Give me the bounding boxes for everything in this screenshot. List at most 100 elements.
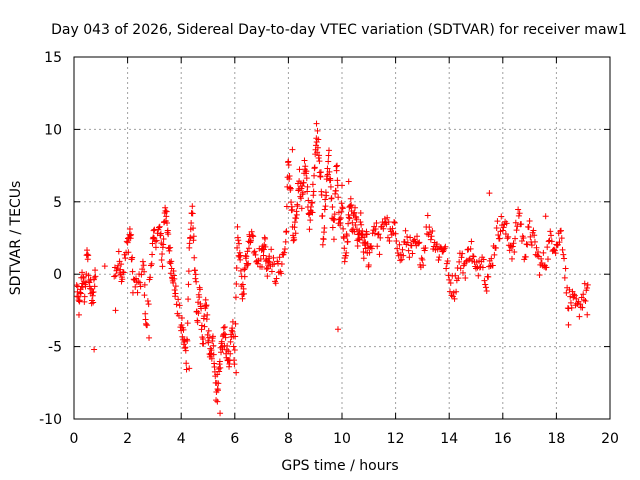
data-point	[321, 225, 328, 232]
data-point	[208, 347, 215, 354]
data-point	[155, 224, 162, 231]
data-point	[552, 250, 559, 257]
data-point	[141, 281, 148, 288]
data-point	[165, 231, 172, 238]
x-tick-label: 14	[440, 431, 458, 447]
data-point	[482, 281, 489, 288]
data-point	[251, 248, 258, 255]
data-point	[345, 220, 352, 227]
data-points	[73, 120, 591, 417]
data-point	[184, 320, 191, 327]
data-point	[294, 203, 301, 210]
data-point	[192, 271, 199, 278]
data-point	[91, 346, 98, 353]
data-point	[145, 301, 152, 308]
data-point	[262, 235, 269, 242]
data-point	[241, 273, 248, 280]
data-point	[394, 245, 401, 252]
data-point	[311, 172, 318, 179]
data-point	[224, 342, 231, 349]
data-point	[138, 271, 145, 278]
data-point	[214, 387, 221, 394]
data-point	[203, 302, 210, 309]
data-point	[446, 288, 453, 295]
data-point	[293, 215, 300, 222]
data-point	[250, 233, 257, 240]
data-point	[568, 304, 575, 311]
data-point	[347, 195, 354, 202]
data-point	[73, 282, 80, 289]
data-point	[190, 233, 197, 240]
data-point	[319, 212, 326, 219]
data-point	[239, 281, 246, 288]
data-point	[540, 249, 547, 256]
data-point	[509, 243, 516, 250]
data-point	[565, 321, 572, 328]
data-point	[447, 280, 454, 287]
x-tick-label: 10	[333, 431, 351, 447]
data-point	[368, 243, 375, 250]
data-point	[133, 275, 140, 282]
data-point	[298, 195, 305, 202]
data-point	[393, 237, 400, 244]
data-point	[91, 283, 98, 290]
data-point	[451, 295, 458, 302]
data-point	[394, 249, 401, 256]
data-point	[152, 244, 159, 251]
data-point	[183, 360, 190, 367]
data-point	[156, 223, 163, 230]
data-point	[426, 224, 433, 231]
data-point	[391, 219, 398, 226]
data-point	[557, 227, 564, 234]
data-point	[443, 260, 450, 267]
data-point	[278, 270, 285, 277]
data-point	[183, 366, 190, 373]
data-point	[299, 182, 306, 189]
data-point	[141, 268, 148, 275]
data-point	[307, 203, 314, 210]
data-point	[221, 323, 228, 330]
axis-ticks	[73, 56, 611, 420]
data-point	[377, 234, 384, 241]
data-point	[361, 234, 368, 241]
data-point	[300, 179, 307, 186]
data-point	[480, 256, 487, 263]
data-point	[458, 254, 465, 261]
y-tick-label: 0	[53, 267, 62, 283]
data-point	[338, 200, 345, 207]
data-point	[229, 328, 236, 335]
data-point	[329, 224, 336, 231]
data-point	[273, 275, 280, 282]
data-point	[567, 299, 574, 306]
data-point	[249, 232, 256, 239]
data-point	[243, 253, 250, 260]
data-point	[146, 334, 153, 341]
data-point	[533, 244, 540, 251]
data-point	[543, 264, 550, 271]
data-point	[189, 210, 196, 217]
data-point	[334, 162, 341, 169]
data-point	[363, 231, 370, 238]
data-point	[260, 252, 267, 259]
data-point	[296, 166, 303, 173]
data-point	[176, 302, 183, 309]
data-point	[576, 313, 583, 320]
data-point	[492, 245, 499, 252]
y-tick-labels: -10 -5 0 5 10 15	[39, 50, 62, 428]
data-point	[468, 238, 475, 245]
data-point	[309, 209, 316, 216]
data-point	[391, 219, 398, 226]
data-point	[232, 333, 239, 340]
data-point	[247, 237, 254, 244]
data-point	[150, 234, 157, 241]
data-point	[189, 203, 196, 210]
data-point	[324, 165, 331, 172]
data-point	[571, 291, 578, 298]
data-point	[310, 188, 317, 195]
data-point	[327, 177, 334, 184]
data-point	[515, 212, 522, 219]
data-point	[405, 247, 412, 254]
data-point	[452, 272, 459, 279]
data-point	[283, 228, 290, 235]
